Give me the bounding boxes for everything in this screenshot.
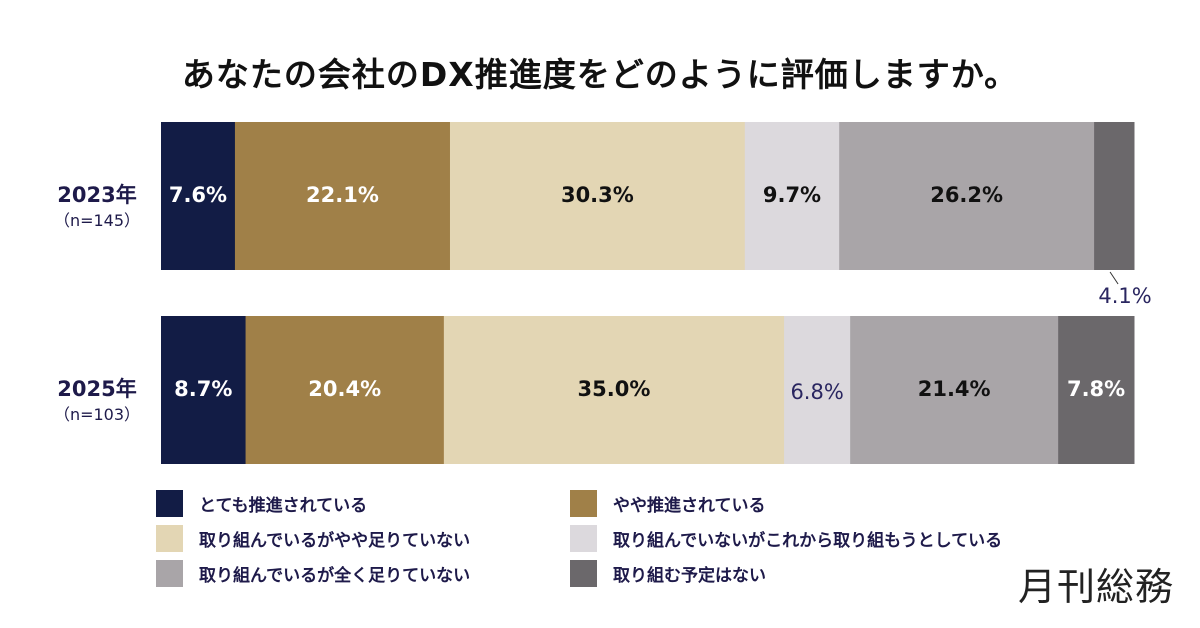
legend-label: やや推進されている	[613, 496, 766, 516]
data-label: 22.1%	[306, 183, 379, 207]
legend-item: やや推進されている	[570, 490, 766, 517]
legend-label: 取り組んでいないがこれから取り組もうとしている	[613, 531, 1003, 551]
bar-segment	[1058, 316, 1135, 464]
legend-label: 取り組んでいるが全く足りていない	[199, 566, 471, 586]
bar-segment	[850, 316, 1059, 464]
data-label: 7.6%	[169, 183, 227, 207]
bar-segment	[443, 316, 785, 464]
category-sublabel: （n=103）	[54, 405, 140, 424]
bar-segment	[161, 316, 247, 464]
data-label: 8.7%	[174, 377, 232, 401]
bar-segment	[1094, 122, 1135, 270]
data-label: 4.1%	[1098, 284, 1151, 308]
legend-item: とても推進されている	[156, 490, 367, 517]
bar-segment	[245, 316, 445, 464]
legend-label: 取り組む予定はない	[613, 566, 766, 586]
bar-segment	[161, 122, 236, 270]
data-label: 7.8%	[1067, 377, 1125, 401]
bar-segment	[784, 316, 851, 464]
legend-item: 取り組んでいるが全く足りていない	[156, 560, 470, 587]
data-label: 35.0%	[578, 377, 651, 401]
chart-title: あなたの会社のDX推進度をどのように評価しますか。	[181, 55, 1019, 94]
legend-item: 取り組んでいるがやや足りていない	[156, 525, 470, 552]
legend-label: 取り組んでいるがやや足りていない	[199, 531, 471, 551]
bar-segment	[234, 122, 451, 270]
legend-swatch	[156, 525, 183, 552]
legend-item: 取り組んでいないがこれから取り組もうとしている	[570, 525, 1002, 552]
data-label: 21.4%	[918, 377, 991, 401]
legend-label: とても推進されている	[199, 496, 368, 516]
bar-segment	[839, 122, 1095, 270]
bar-segment	[744, 122, 840, 270]
legend-swatch	[156, 560, 183, 587]
data-label: 20.4%	[308, 377, 381, 401]
bar-segment	[449, 122, 746, 270]
legend-swatch	[570, 560, 597, 587]
data-label: 30.3%	[561, 183, 634, 207]
legend-swatch	[570, 490, 597, 517]
category-label: 2023年	[57, 183, 136, 207]
category-label: 2025年	[57, 377, 136, 401]
category-sublabel: （n=145）	[54, 211, 140, 230]
data-label: 9.7%	[763, 183, 821, 207]
data-label: 6.8%	[790, 380, 843, 404]
leader-line	[1109, 271, 1119, 285]
legend-swatch	[156, 490, 183, 517]
legend-item: 取り組む予定はない	[570, 560, 766, 587]
brand-logo: 月刊総務	[1017, 565, 1174, 609]
data-label: 26.2%	[930, 183, 1003, 207]
legend-swatch	[570, 525, 597, 552]
